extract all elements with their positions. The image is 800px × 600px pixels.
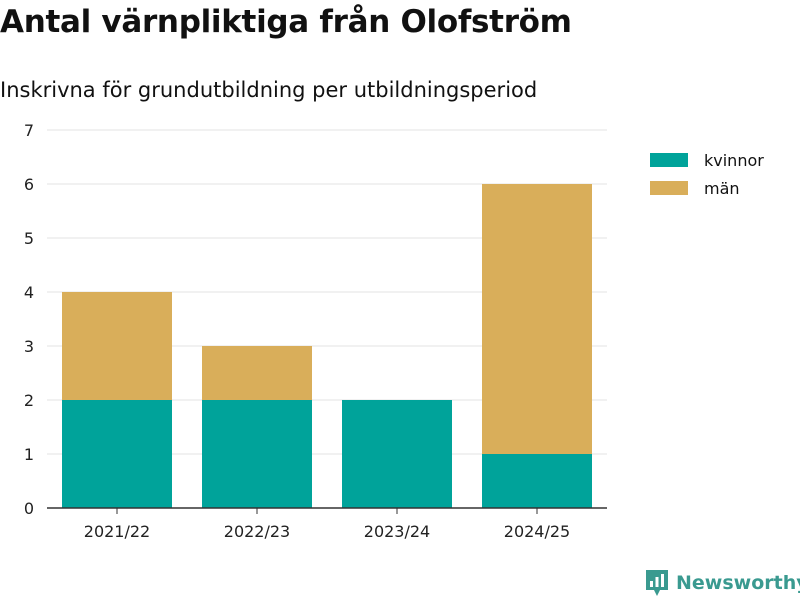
brand-name: Newsworthy	[676, 572, 800, 594]
x-axis-ticks: 2021/22 2022/23 2023/24 2024/25	[47, 507, 607, 541]
legend-swatch-kvinnor	[650, 153, 688, 167]
chart-title: Antal värnpliktiga från Olofström	[0, 4, 572, 40]
y-tick-label-5: 5	[24, 229, 34, 248]
legend-label-man: män	[704, 178, 740, 198]
bar-kvinnor-2021-22[interactable]	[62, 400, 172, 508]
bar-kvinnor-2023-24[interactable]	[342, 400, 452, 508]
y-tick-label-2: 2	[24, 391, 34, 410]
x-tick-label-2022-23: 2022/23	[224, 522, 290, 541]
bar-kvinnor-2022-23[interactable]	[202, 400, 312, 508]
y-tick-label-6: 6	[24, 175, 34, 194]
x-tick-label-2023-24: 2023/24	[364, 522, 430, 541]
bar-kvinnor-2024-25[interactable]	[482, 454, 592, 508]
y-tick-label-3: 3	[24, 337, 34, 356]
chart-subtitle: Inskrivna för grundutbildning per utbild…	[0, 78, 538, 102]
brand-logo[interactable]: Newsworthy	[644, 568, 800, 598]
y-tick-label-4: 4	[24, 283, 34, 302]
chart-bubble-icon	[646, 570, 668, 596]
y-axis-ticks: 0 1 2 3 4 5 6 7	[24, 121, 34, 518]
legend: kvinnor män	[650, 146, 764, 202]
y-tick-label-1: 1	[24, 445, 34, 464]
y-tick-label-0: 0	[24, 499, 34, 518]
bar-man-2022-23[interactable]	[202, 346, 312, 400]
legend-item-man[interactable]: män	[650, 174, 764, 202]
x-tick-label-2024-25: 2024/25	[504, 522, 570, 541]
bar-man-2024-25[interactable]	[482, 184, 592, 454]
y-tick-label-7: 7	[24, 121, 34, 140]
legend-label-kvinnor: kvinnor	[704, 150, 764, 170]
bars	[62, 184, 592, 508]
bar-man-2021-22[interactable]	[62, 292, 172, 400]
x-tick-label-2021-22: 2021/22	[84, 522, 150, 541]
legend-swatch-man	[650, 181, 688, 195]
legend-item-kvinnor[interactable]: kvinnor	[650, 146, 764, 174]
